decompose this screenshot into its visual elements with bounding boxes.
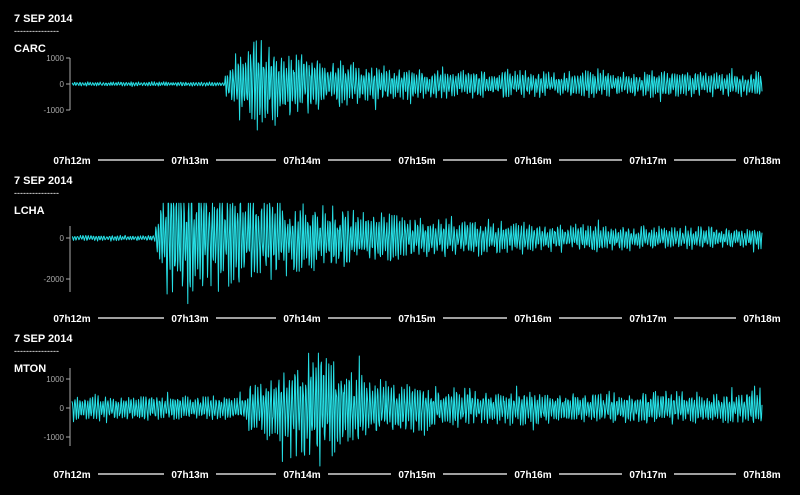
waveform-trace-lcha — [71, 202, 763, 305]
time-tick-label: 07h12m — [53, 470, 90, 481]
waveform-trace-mton — [71, 352, 763, 467]
time-tick-label: 07h16m — [514, 314, 551, 325]
time-tick-label: 07h16m — [514, 470, 551, 481]
time-tick-label: 07h12m — [53, 314, 90, 325]
time-tick-label: 07h13m — [171, 470, 208, 481]
time-tick-label: 07h18m — [743, 156, 780, 167]
y-tick-label: -1000 — [44, 106, 65, 115]
panel-separator: --------------- — [14, 346, 59, 356]
time-tick-label: 07h13m — [171, 156, 208, 167]
panel-date: 7 SEP 2014 — [14, 13, 73, 25]
time-tick-label: 07h18m — [743, 470, 780, 481]
y-tick-label: -2000 — [44, 275, 65, 284]
time-tick-label: 07h14m — [283, 470, 320, 481]
time-tick-label: 07h15m — [398, 314, 435, 325]
time-tick-label: 07h15m — [398, 156, 435, 167]
station-label: MTON — [14, 363, 46, 375]
time-tick-label: 07h12m — [53, 156, 90, 167]
time-tick-label: 07h18m — [743, 314, 780, 325]
y-tick-label: 1000 — [46, 54, 64, 63]
time-tick-label: 07h17m — [629, 314, 666, 325]
time-tick-label: 07h16m — [514, 156, 551, 167]
y-tick-label: 1000 — [46, 375, 64, 384]
time-tick-label: 07h13m — [171, 314, 208, 325]
time-tick-label: 07h17m — [629, 470, 666, 481]
y-tick-label: -1000 — [44, 433, 65, 442]
seismogram-panel-lcha: 7 SEP 2014--------------- LCHA 0 -2000 07h12… — [14, 175, 781, 325]
time-tick-label: 07h14m — [283, 156, 320, 167]
waveform-trace-carc — [71, 40, 763, 131]
panel-date: 7 SEP 2014 — [14, 175, 73, 187]
y-tick-label: 0 — [60, 404, 65, 413]
time-tick-label: 07h15m — [398, 470, 435, 481]
y-tick-label: 0 — [60, 234, 65, 243]
panel-date: 7 SEP 2014 — [14, 333, 73, 345]
time-tick-label: 07h17m — [629, 156, 666, 167]
panel-separator: --------------- — [14, 188, 59, 198]
time-tick-label: 07h14m — [283, 314, 320, 325]
station-label: CARC — [14, 43, 46, 55]
station-label: LCHA — [14, 205, 45, 217]
y-tick-label: 0 — [60, 80, 65, 89]
panel-separator: --------------- — [14, 26, 59, 36]
